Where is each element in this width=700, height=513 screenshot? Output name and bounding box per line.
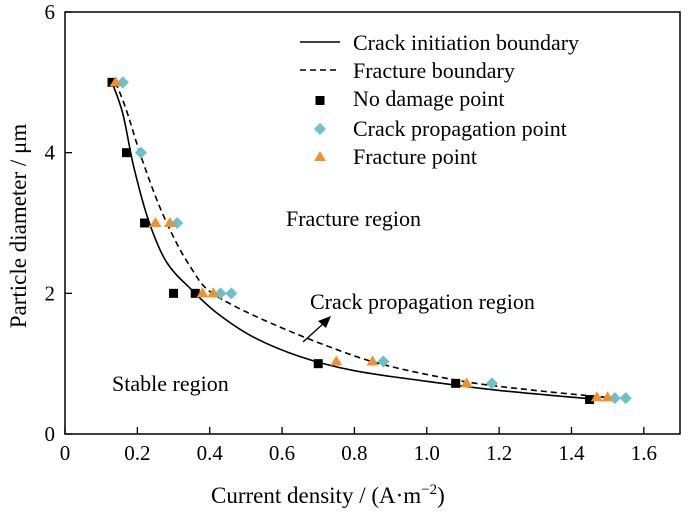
fracture-point [590,391,603,402]
x-tick-label: 1.2 [486,441,512,465]
fracture-point [109,76,122,87]
no-damage-point [451,378,461,388]
y-tick-label: 6 [45,0,56,24]
crack-propagation-point [225,287,238,300]
legend-label-fracture: Fracture point [353,144,477,169]
annotation-arrow-head [318,316,331,328]
legend: Crack initiation boundary Fracture bound… [300,30,579,169]
no-damage-point [122,148,131,158]
x-tick-label: 1.4 [558,441,585,465]
fracture-point [163,217,176,227]
axes-layer: 0 0.2 0.4 0.6 0.8 1.0 1.2 1.4 1.6 0 2 4 6 [45,0,681,465]
no-damage-point [107,77,117,87]
crack-propagation-point [485,377,498,390]
fracture-point [196,287,209,298]
crack-propagation-point [619,392,632,405]
fracture-point [366,355,379,366]
crack-propagation-point [377,355,390,368]
fracture-point [207,287,220,298]
x-tick-label: 0.4 [197,441,224,465]
plot-frame [64,11,681,435]
fracture-point [330,355,343,366]
legend-label-fracture-boundary: Fracture boundary [353,58,515,83]
fracture-boundary-line [114,82,608,399]
stable-region-label: Stable region [112,371,229,396]
crack-propagation-region-label: Crack propagation region [310,289,535,314]
x-tick-label: 0 [60,441,71,465]
no-damage-point [313,359,323,369]
fracture-point [149,217,162,227]
crack-propagation-point [134,146,147,159]
crack-initiation-boundary-line [111,82,590,400]
y-tick-label: 0 [45,422,56,446]
fracture-point [460,377,473,388]
no-damage-point [140,218,150,228]
y-axis-title: Particle diameter / μm [6,124,31,329]
legend-marker-no-damage [315,96,325,105]
x-tick-label: 0.2 [124,441,150,465]
y-tick-label: 2 [45,281,56,305]
fracture-region-label: Fracture region [286,206,421,231]
x-tick-label: 1.6 [631,441,657,465]
no-damage-point [169,288,179,298]
legend-marker-crack-propagation [314,123,326,135]
legend-label-no-damage: No damage point [353,86,505,111]
y-tick-label: 4 [45,141,56,165]
legend-label-crack-propagation: Crack propagation point [353,116,567,141]
legend-label-crack-initiation: Crack initiation boundary [353,30,579,55]
series-layer [107,76,632,405]
x-tick-label: 0.6 [269,441,295,465]
x-tick-label: 0.8 [341,441,367,465]
fracture-point [601,391,614,402]
x-axis-title: Current density / (A·m−2) [211,482,445,508]
legend-marker-fracture [314,151,326,161]
no-damage-point [585,395,595,405]
annotation-arrow-line [302,322,325,343]
no-damage-point [190,288,200,298]
x-tick-label: 1.0 [414,441,440,465]
